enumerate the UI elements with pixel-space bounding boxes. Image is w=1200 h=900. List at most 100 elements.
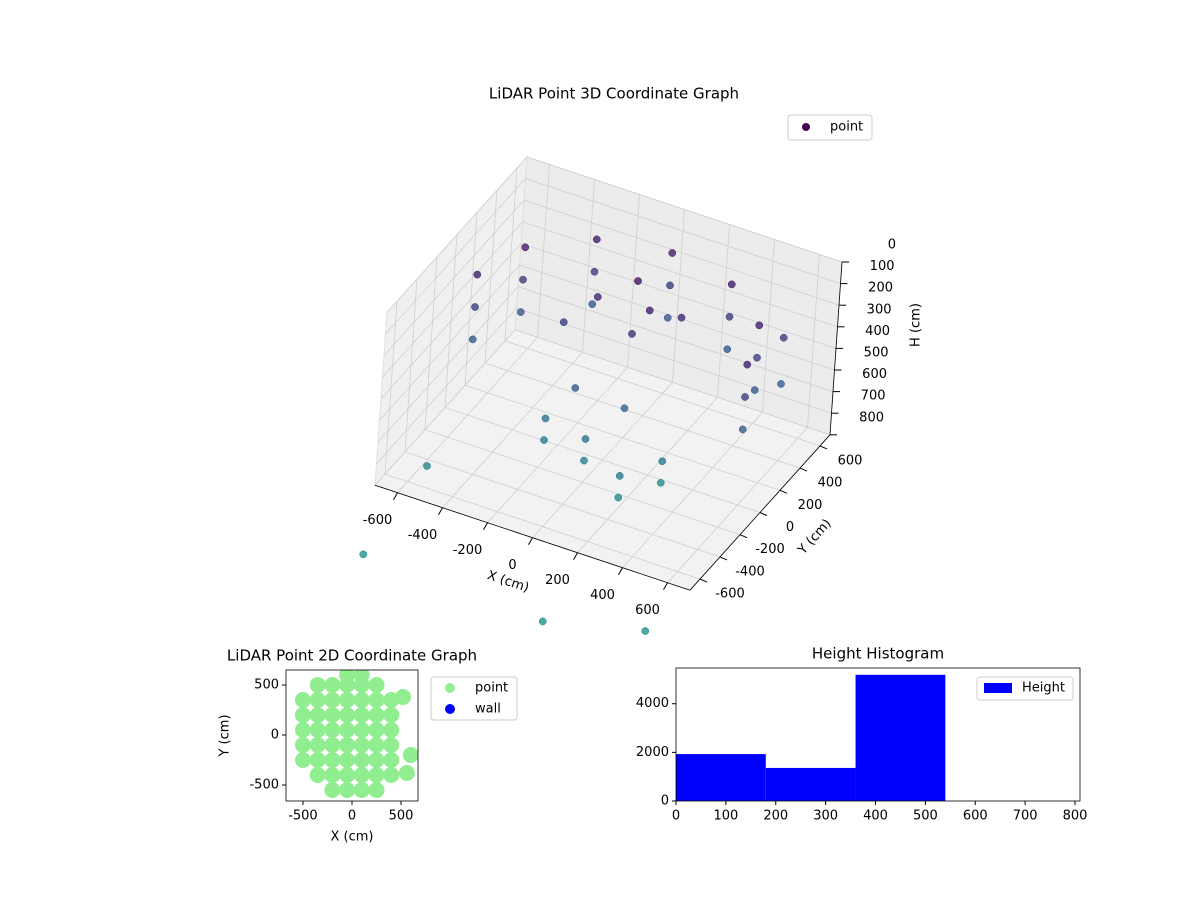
point [580, 456, 588, 465]
x-tick [393, 492, 398, 500]
point [590, 267, 599, 276]
chart-title: LiDAR Point 2D Coordinate Graph [227, 647, 477, 665]
axes-frame [285, 669, 419, 802]
point [656, 478, 665, 487]
bar [676, 754, 766, 801]
point [353, 707, 370, 723]
point [383, 737, 400, 753]
point [339, 692, 356, 708]
point [663, 313, 672, 322]
x-tick-label: 0 [348, 809, 356, 824]
point [658, 457, 667, 466]
point [324, 707, 341, 723]
x-tick [618, 567, 623, 575]
point [727, 280, 736, 289]
y-tick-label: 2000 [636, 745, 669, 760]
point [383, 707, 400, 723]
point [559, 318, 568, 326]
point [353, 677, 370, 693]
y-tick [699, 578, 708, 583]
point [309, 707, 326, 723]
point [294, 692, 311, 708]
point [468, 335, 477, 344]
z-axis [829, 261, 843, 435]
point [324, 782, 341, 798]
y-tick [819, 445, 828, 450]
y-tick-label: 0 [271, 728, 279, 743]
z-tick-label: 200 [868, 281, 893, 296]
point [588, 300, 597, 309]
legend-label: point [830, 120, 863, 135]
chart-title: LiDAR Point 3D Coordinate Graph [489, 85, 739, 103]
point [324, 692, 341, 708]
legend-marker [802, 123, 810, 131]
point [753, 353, 761, 362]
grid-line [377, 286, 834, 443]
point [368, 737, 385, 753]
point [294, 707, 311, 723]
point [339, 737, 356, 753]
grid-line [374, 329, 831, 486]
point [668, 249, 677, 257]
point [353, 722, 370, 738]
point [677, 313, 686, 322]
z-tick-label: 0 [888, 238, 896, 253]
x-tick-label: 600 [635, 603, 660, 618]
grid-line [386, 156, 843, 313]
point [743, 360, 752, 369]
point [383, 722, 400, 738]
point [398, 765, 415, 781]
z-tick-label: 500 [864, 346, 889, 361]
point [324, 677, 341, 693]
y-axis-label: Y (cm) [218, 714, 233, 757]
y-axis [689, 434, 831, 591]
point [339, 707, 356, 723]
point [645, 306, 654, 315]
point [353, 692, 370, 708]
point [309, 737, 326, 753]
x-tick-label: 700 [1013, 809, 1038, 824]
x-tick-label: 800 [1063, 809, 1088, 824]
point [593, 293, 602, 301]
x-tick-label: 100 [713, 809, 738, 824]
chart-title: Height Histogram [812, 645, 944, 663]
point [383, 767, 400, 783]
axes-frame [675, 667, 1081, 802]
x-tick-label: -200 [453, 543, 483, 558]
point [779, 333, 788, 342]
point [309, 677, 326, 693]
x-tick-label: 400 [863, 809, 888, 824]
z-tick-label: 100 [870, 259, 895, 274]
point [581, 435, 590, 443]
point [353, 782, 370, 798]
point [359, 550, 368, 559]
y-tick-label: 400 [818, 476, 843, 491]
point [368, 782, 385, 798]
point [634, 277, 642, 285]
point [620, 404, 629, 413]
x-axis [374, 484, 691, 591]
legend-marker [445, 683, 455, 693]
point [309, 752, 326, 768]
x-tick-label: 500 [913, 809, 938, 824]
point [615, 472, 624, 480]
y-tick-label: 600 [838, 453, 863, 468]
x-tick [528, 537, 533, 545]
x-tick-label: -500 [288, 809, 318, 824]
point [516, 308, 525, 316]
point [738, 425, 747, 434]
x-axis-label: X (cm) [331, 830, 374, 845]
y-tick-label: 200 [798, 498, 823, 513]
point [541, 414, 550, 423]
point [666, 281, 674, 290]
point [777, 380, 785, 388]
point [402, 747, 418, 763]
point [294, 737, 311, 753]
x-tick [663, 582, 668, 590]
x-tick-label: 200 [763, 809, 788, 824]
point [294, 722, 311, 738]
point [723, 345, 732, 354]
point [540, 436, 548, 444]
grid-line [383, 199, 840, 356]
